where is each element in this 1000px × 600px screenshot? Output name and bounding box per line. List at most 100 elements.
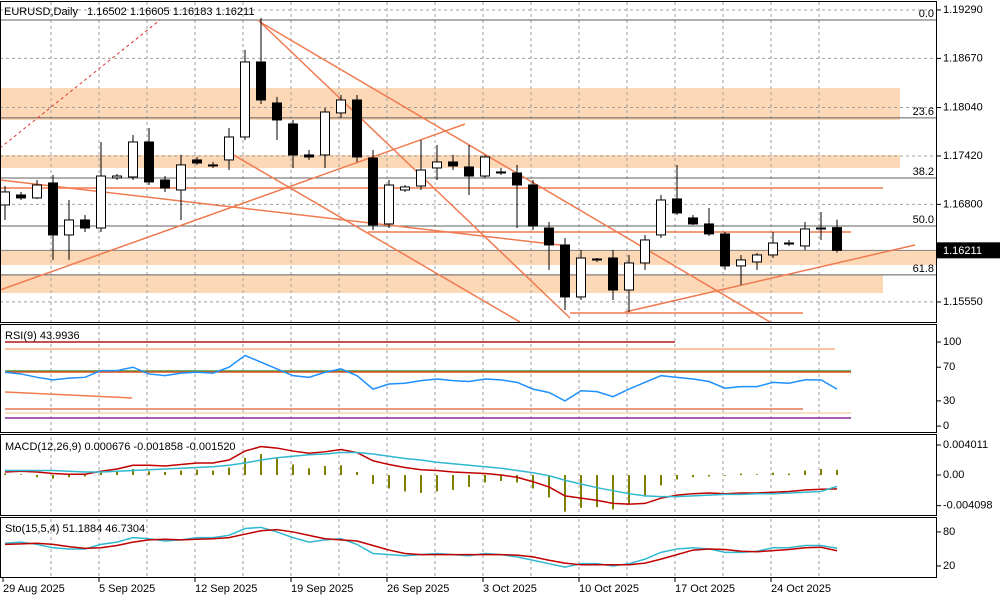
- candle-body: [816, 227, 826, 230]
- y-tick-label: 30: [943, 395, 955, 407]
- candle-body: [0, 191, 10, 206]
- y-tick-label: -0.004098: [943, 500, 993, 512]
- candle-body: [512, 172, 522, 186]
- fib-label: 50.0: [913, 214, 934, 226]
- fib-label: 38.2: [913, 166, 934, 178]
- fib-label: 61.8: [913, 263, 934, 275]
- frame: [0, 1, 937, 578]
- candle-body: [464, 166, 474, 177]
- candle-body: [544, 227, 554, 246]
- trend-line: [224, 149, 521, 323]
- x-tick-label: 17 Oct 2025: [675, 583, 735, 595]
- trend-line: [257, 19, 571, 319]
- candle-body: [784, 242, 794, 245]
- candle-body: [16, 194, 26, 199]
- candle-body: [496, 171, 506, 174]
- y-tick-label: 70: [943, 361, 955, 373]
- candle-body: [832, 227, 842, 251]
- y-tick-label: 80: [943, 526, 955, 538]
- current-price-box: [937, 242, 1000, 259]
- panel-border: [0, 434, 937, 516]
- indicator-line: [4, 528, 838, 566]
- y-tick-label: 1.18040: [943, 101, 983, 113]
- trend-line: [0, 179, 561, 246]
- chart-title: EURUSD,Daily 1.16502 1.16605 1.16183 1.1…: [4, 6, 254, 18]
- candle-body: [688, 217, 698, 225]
- candle-body: [720, 233, 730, 267]
- candle-body: [416, 169, 426, 187]
- close: 1.16211: [216, 6, 255, 18]
- fib-label: 0.0: [919, 8, 934, 20]
- candle-body: [128, 141, 138, 178]
- candle-body: [208, 164, 218, 167]
- high: 1.16605: [130, 6, 170, 18]
- y-tick-label: 0.00: [943, 469, 964, 481]
- grid: [0, 2, 937, 577]
- x-tick-label: 19 Sep 2025: [291, 583, 353, 595]
- indicator-line: [4, 445, 838, 505]
- y-tick-label: 1.18670: [943, 52, 983, 64]
- candle-body: [768, 242, 778, 256]
- candle-body: [560, 244, 570, 298]
- open: 1.16502: [87, 6, 127, 18]
- candle-body: [480, 156, 490, 177]
- candle-body: [432, 161, 442, 169]
- x-tick-label: 10 Oct 2025: [579, 583, 639, 595]
- y-tick-label: 0.004011: [943, 439, 988, 451]
- candle-body: [336, 99, 346, 114]
- low: 1.16183: [173, 6, 213, 18]
- candle-body: [752, 254, 762, 263]
- candle-body: [240, 61, 250, 138]
- panel-border: [0, 1, 937, 323]
- panel-title: MACD(12,26,9) 0.000676 -0.001858 -0.0015…: [5, 441, 236, 453]
- x-tick-label: 3 Oct 2025: [483, 583, 537, 595]
- panel-title: Sto(15,5,4) 51.1884 46.7304: [5, 523, 145, 535]
- candle-body: [672, 198, 682, 214]
- panel-border: [0, 324, 937, 433]
- drawings: [0, 19, 916, 419]
- y-tick-label: 0: [943, 420, 949, 432]
- candle-body: [320, 111, 330, 156]
- y-tick-label: 1.15550: [943, 296, 983, 308]
- candle-body: [304, 154, 314, 158]
- candle-body: [224, 136, 234, 161]
- y-tick-label: 1.19290: [943, 4, 983, 16]
- candle-body: [624, 262, 634, 291]
- candle-body: [448, 161, 458, 167]
- trend-line: [259, 21, 771, 323]
- trend-line: [624, 244, 916, 313]
- panel-title: RSI(9) 43.9936: [5, 330, 80, 342]
- candle-body: [112, 175, 122, 179]
- fib-label: 23.6: [913, 106, 934, 118]
- candle-body: [80, 219, 90, 229]
- candle-body: [64, 219, 74, 236]
- indicator-line: [4, 354, 838, 402]
- candle-body: [160, 179, 170, 189]
- x-tick-label: 12 Sep 2025: [195, 583, 257, 595]
- candle-body: [352, 99, 362, 158]
- x-tick-label: 29 Aug 2025: [3, 583, 65, 595]
- candle-body: [48, 182, 58, 236]
- zone: [0, 275, 883, 293]
- candle-body: [192, 159, 202, 164]
- indicator-line: [5, 451, 838, 498]
- candle-body: [800, 228, 810, 247]
- trend-line: [0, 19, 161, 149]
- candle-body: [384, 184, 394, 225]
- y-tick-label: 100: [943, 336, 961, 348]
- candle-body: [640, 239, 650, 264]
- marks: [0, 17, 842, 568]
- x-tick-label: 24 Oct 2025: [771, 583, 831, 595]
- candle-body: [272, 102, 282, 121]
- zone: [0, 88, 900, 120]
- trend-line: [4, 391, 133, 399]
- candle-body: [96, 175, 106, 229]
- x-tick-label: 5 Sep 2025: [99, 583, 155, 595]
- candle-body: [704, 223, 714, 235]
- candle-body: [528, 184, 538, 227]
- candle-body: [736, 259, 746, 267]
- y-tick-label: 20: [943, 560, 955, 572]
- candle-body: [176, 164, 186, 191]
